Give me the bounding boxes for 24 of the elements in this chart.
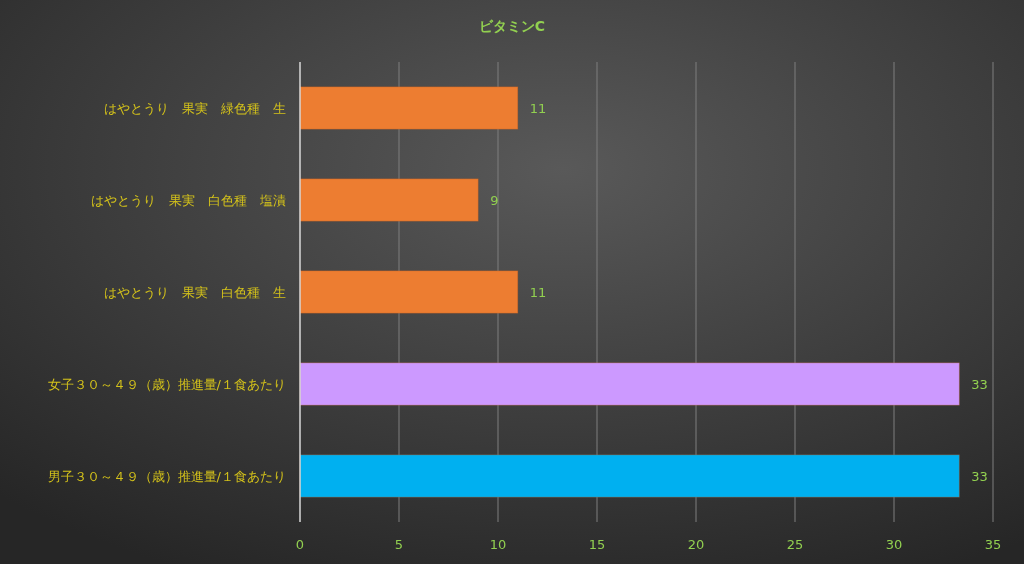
x-tick-label: 15 [588,537,606,552]
bar [299,178,479,222]
data-label: 33 [971,377,988,392]
y-tick-label: はやとうり 果実 白色種 塩漬 [91,193,286,208]
bar [299,86,519,130]
x-tick-label: 25 [786,537,804,552]
x-tick-label: 30 [885,537,903,552]
title: ビタミンC [478,18,546,34]
bar [299,270,519,314]
data-label: 11 [529,101,547,116]
bar [299,454,960,498]
data-label: 33 [971,469,988,484]
y-tick-label: 女子３０～４９（歳）推進量/１食あたり [47,377,286,392]
x-tick-label: 5 [394,537,404,552]
x-tick-label: 20 [687,537,705,552]
x-tick-label: 10 [489,537,507,552]
x-tick-label: 35 [984,537,1002,552]
y-tick-label: はやとうり 果実 緑色種 生 [104,101,286,116]
data-label: 9 [490,193,499,208]
y-tick-label: はやとうり 果実 白色種 生 [104,285,286,300]
x-tick-label: 0 [295,537,305,552]
data-label: 11 [529,285,547,300]
y-tick-label: 男子３０～４９（歳）推進量/１食あたり [47,469,286,484]
bar [299,362,960,406]
